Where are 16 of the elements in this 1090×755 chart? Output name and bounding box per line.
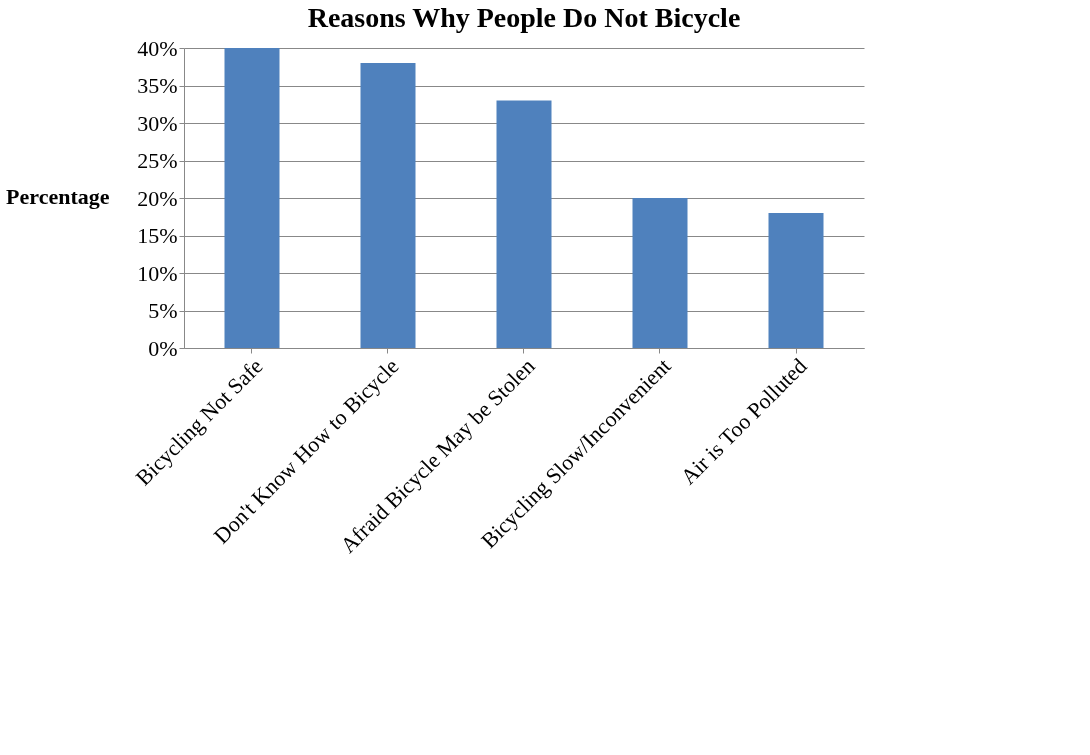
y-tick-label: 20% — [137, 185, 178, 211]
bar — [768, 213, 824, 348]
y-tick-label: 30% — [137, 110, 178, 136]
y-tick-label: 15% — [137, 223, 178, 248]
y-axis-title: Percentage — [6, 183, 110, 209]
y-tick-label: 0% — [148, 335, 178, 361]
y-tick-label: 10% — [137, 260, 178, 286]
y-tick-label: 40% — [137, 35, 178, 61]
y-tick-label: 25% — [137, 148, 178, 173]
chart-title: Reasons Why People Do Not Bicycle — [307, 2, 741, 33]
y-tick-label: 35% — [137, 73, 178, 98]
y-tick-label: 5% — [148, 298, 178, 323]
bar — [360, 63, 416, 348]
bar — [496, 100, 552, 348]
bar — [224, 48, 280, 348]
bar — [632, 198, 688, 348]
